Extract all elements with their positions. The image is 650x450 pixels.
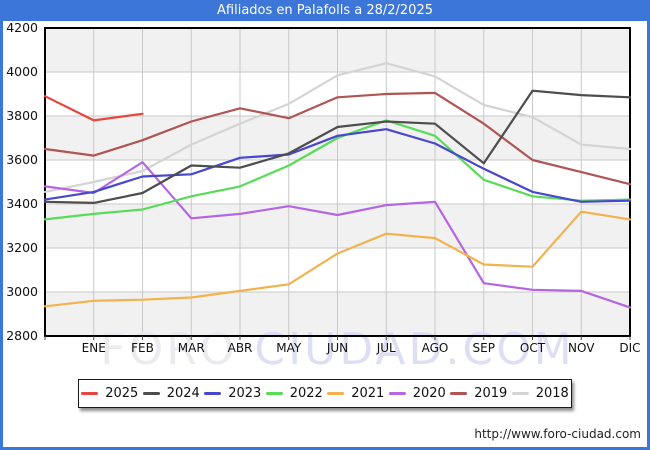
legend-year-label: 2021: [351, 386, 385, 401]
x-axis-label: ABR: [228, 341, 253, 355]
x-axis-label: JUL: [376, 341, 396, 355]
legend-item-2020: 2020: [387, 386, 449, 401]
legend-year-label: 2020: [412, 386, 446, 401]
chart-legend: 2025 2024 2023 2022 2021 2020 2019 2018: [78, 379, 572, 408]
legend-item-2024: 2024: [141, 386, 203, 401]
series-line-2023: [43, 128, 632, 203]
series-line-2022: [43, 119, 632, 221]
x-axis-label: NOV: [568, 341, 595, 355]
y-axis-label: 2800: [6, 328, 38, 343]
page-title: Afiliados en Palafolls a 28/2/2025: [0, 0, 650, 21]
legend-color-dash: [388, 392, 406, 395]
y-axis-label: 3400: [6, 196, 38, 211]
series-line-2020: [43, 161, 632, 309]
legend-color-dash: [511, 392, 529, 395]
x-axis-label: AGO: [422, 341, 449, 355]
y-axis-label: 4200: [6, 20, 38, 35]
x-axis-label: SEP: [473, 341, 495, 355]
x-axis-label: OCT: [520, 341, 546, 355]
series-line-2025: [43, 95, 144, 122]
series-line-2019: [43, 91, 632, 186]
x-axis-label: MAY: [276, 341, 302, 355]
legend-item-2021: 2021: [325, 386, 387, 401]
y-axis-label: 4000: [6, 64, 38, 79]
x-axis-label: DIC: [619, 341, 640, 355]
watermark: FORO CIUDAD.COM: [100, 324, 574, 375]
y-axis-label: 3800: [6, 108, 38, 123]
legend-year-label: 2022: [289, 386, 323, 401]
legend-color-dash: [450, 392, 468, 395]
legend-color-dash: [142, 392, 160, 395]
legend-item-2018: 2018: [510, 386, 572, 401]
legend-item-2025: 2025: [79, 386, 141, 401]
series-line-2018: [43, 62, 632, 193]
legend-year-label: 2025: [105, 386, 139, 401]
footer-url: http://www.foro-ciudad.com: [474, 427, 641, 441]
series-line-2021: [43, 210, 632, 308]
y-axis-label: 3600: [6, 152, 38, 167]
legend-item-2023: 2023: [202, 386, 264, 401]
y-axis-label: 3000: [6, 284, 38, 299]
x-axis-label: FEB: [131, 341, 154, 355]
legend-year-label: 2023: [228, 386, 262, 401]
y-axis-label: 3200: [6, 240, 38, 255]
legend-color-dash: [81, 392, 99, 395]
legend-year-label: 2018: [535, 386, 569, 401]
x-axis-label: JUN: [326, 341, 348, 355]
x-axis-label: MAR: [178, 341, 205, 355]
series-line-2024: [43, 89, 632, 204]
legend-color-dash: [265, 392, 283, 395]
legend-year-label: 2019: [474, 386, 508, 401]
legend-item-2022: 2022: [264, 386, 326, 401]
legend-color-dash: [327, 392, 345, 395]
legend-item-2019: 2019: [448, 386, 510, 401]
legend-color-dash: [204, 392, 222, 395]
x-axis-label: ENE: [82, 341, 106, 355]
legend-year-label: 2024: [166, 386, 200, 401]
